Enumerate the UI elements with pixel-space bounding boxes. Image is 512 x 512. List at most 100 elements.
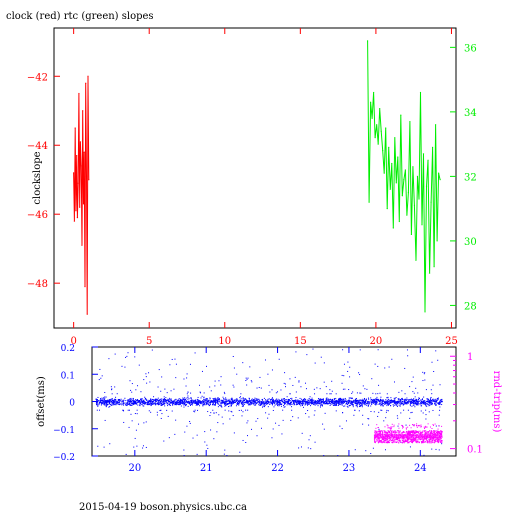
offset-point [150, 398, 152, 400]
offset-point [163, 401, 165, 403]
offset-point [349, 366, 351, 368]
offset-point [185, 385, 187, 387]
offset-point [315, 401, 317, 403]
offset-point [253, 402, 255, 404]
rnd-trip-point [434, 440, 436, 442]
offset-point [349, 402, 351, 404]
clock-point [79, 141, 82, 143]
rnd-trip-point [418, 441, 420, 443]
rnd-trip-point [380, 433, 382, 435]
offset-point [184, 401, 186, 403]
rnd-trip-point [389, 440, 391, 442]
offset-point [259, 402, 261, 404]
rnd-trip-point [412, 430, 414, 432]
offset-point [302, 406, 304, 408]
offset-point [190, 401, 192, 403]
rnd-trip-point [401, 436, 403, 438]
offset-point [221, 401, 223, 403]
offset-point [139, 405, 141, 407]
offset-point [127, 401, 129, 403]
offset-point [435, 404, 437, 406]
offset-point [148, 410, 150, 412]
offset-point [379, 402, 381, 404]
offset-point [315, 401, 317, 403]
offset-point [402, 403, 404, 405]
offset-point [328, 398, 330, 400]
offset-point [302, 401, 304, 403]
rnd-trip-point [440, 436, 442, 438]
offset-point [388, 404, 390, 406]
offset-point [238, 404, 240, 406]
offset-point [264, 406, 266, 408]
rnd-trip-point [394, 437, 396, 439]
offset-point [213, 412, 215, 414]
offset-point [398, 400, 400, 402]
offset-point [370, 397, 372, 399]
offset-point [361, 406, 363, 408]
rnd-trip-point [429, 436, 431, 438]
rnd-trip-point [405, 432, 407, 434]
rnd-trip-point [420, 436, 422, 438]
offset-point [136, 399, 138, 401]
offset-point [186, 401, 188, 403]
offset-point [407, 409, 409, 411]
offset-point [211, 400, 213, 402]
offset-point [348, 402, 350, 404]
offset-point [246, 422, 248, 424]
rnd-trip-point [402, 439, 404, 441]
offset-point [152, 403, 154, 405]
offset-point [189, 404, 191, 406]
rnd-trip-point [402, 426, 404, 428]
offset-point [166, 392, 168, 394]
offset-point [328, 401, 330, 403]
offset-point [96, 401, 98, 403]
offset-point [143, 422, 145, 424]
offset-point [132, 404, 134, 406]
offset-point [430, 398, 432, 400]
offset-point [352, 406, 354, 408]
offset-point [114, 398, 116, 400]
offset-point [116, 400, 118, 402]
offset-point [161, 399, 163, 401]
offset-point [428, 405, 430, 407]
offset-point [361, 403, 363, 405]
offset-point [322, 398, 324, 400]
offset-point [418, 397, 420, 399]
offset-point [329, 393, 331, 395]
offset-point [197, 400, 199, 402]
offset-point [325, 386, 327, 388]
offset-point [429, 400, 431, 402]
offset-point [150, 401, 152, 403]
clock-point [85, 82, 87, 84]
offset-point [379, 392, 381, 394]
offset-point [257, 402, 259, 404]
rnd-trip-point [384, 438, 386, 440]
offset-point [230, 410, 232, 412]
rnd-trip-point [425, 438, 427, 440]
offset-point [361, 404, 363, 406]
rnd-trip-point [382, 434, 384, 436]
rnd-trip-point [405, 441, 407, 443]
offset-point [358, 402, 360, 404]
rnd-trip-point [415, 434, 417, 436]
offset-point [239, 451, 241, 453]
offset-point [268, 384, 270, 386]
offset-point [111, 393, 113, 395]
offset-point [427, 403, 429, 405]
offset-point [328, 399, 330, 401]
offset-point [399, 403, 401, 405]
offset-point [235, 405, 237, 407]
offset-point [422, 412, 424, 414]
offset-point [218, 400, 220, 402]
rnd-trip-point [425, 437, 427, 439]
offset-point [362, 423, 364, 425]
offset-point [100, 401, 102, 403]
offset-point [384, 367, 386, 369]
offset-point [278, 401, 280, 403]
offset-point [265, 403, 267, 405]
offset-point [206, 403, 208, 405]
rnd-trip-point [432, 434, 434, 436]
offset-series [95, 348, 443, 456]
offset-point [391, 400, 393, 402]
offset-point [345, 400, 347, 402]
